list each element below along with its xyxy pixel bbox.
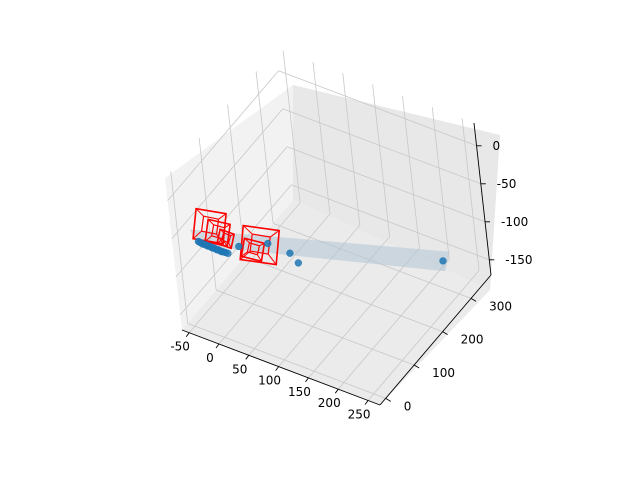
- camera-frustum-edge: [219, 228, 224, 234]
- grid-lines: [167, 50, 490, 401]
- scatter-point: [235, 242, 243, 251]
- grid-line-x-wall: [402, 95, 420, 248]
- grid-line-y-floor: [244, 256, 443, 333]
- x-tick-label: 250: [348, 407, 371, 421]
- grid-line-y-floor: [216, 289, 415, 366]
- grid-line-x-floor: [188, 202, 301, 333]
- grid-line-z-left: [179, 184, 292, 316]
- y-tick-label: 300: [489, 299, 512, 313]
- y-axis-line: [379, 274, 492, 406]
- x-tick-mark: [275, 366, 279, 371]
- camera-frustum-edge: [216, 239, 222, 244]
- camera-frustum-edge: [204, 235, 212, 242]
- grid-line-x-wall: [431, 107, 450, 260]
- camera-frustum-edge: [218, 213, 227, 220]
- grid-line-x-wall: [312, 61, 331, 215]
- grid-line-z-back: [291, 184, 490, 261]
- y-tick-mark: [385, 397, 391, 402]
- camera-frustums: [192, 207, 281, 266]
- camera-frustum-edge: [256, 254, 262, 262]
- grid-line-x-floor: [218, 213, 331, 345]
- z-axis-line: [473, 122, 492, 276]
- y-tick-mark: [470, 297, 477, 302]
- camera-frustum-edge: [228, 242, 232, 249]
- y-tick-label: 100: [432, 366, 455, 380]
- grid-line-x-wall: [282, 50, 301, 203]
- y-tick-mark: [413, 364, 420, 369]
- axis-lines: [181, 122, 495, 406]
- x-tick-mark: [215, 343, 220, 349]
- x-tick-label: 200: [318, 396, 341, 410]
- x-tick-mark: [334, 388, 339, 394]
- grid-line-x-wall: [342, 73, 361, 226]
- grid-line-z-left: [175, 146, 288, 278]
- grid-line-y-floor: [187, 322, 386, 399]
- scatter-point: [224, 249, 232, 257]
- z-tick-label: 0: [493, 139, 501, 153]
- side-wall-panel: [293, 85, 500, 290]
- grid-line-y-wall: [198, 137, 217, 291]
- grid-line-y-wall: [227, 104, 246, 257]
- scatter-point: [264, 239, 272, 248]
- x-tick-label: 0: [206, 351, 214, 365]
- z-tick-label: -100: [501, 215, 528, 229]
- x-tick-label: -50: [170, 340, 190, 354]
- camera-frustum-edge: [216, 233, 224, 244]
- x-tick-mark: [245, 355, 250, 360]
- camera-frustum-edge: [207, 218, 214, 226]
- tick-labels: -50 0 50 100 150 200 250 0 100 200 300 0 -50 -100 -150: [170, 139, 532, 422]
- fitted-surface: [189, 229, 450, 272]
- grid-line-x-wall: [372, 84, 391, 237]
- grid-line-x-floor: [367, 270, 480, 401]
- x-tick-label: 50: [232, 362, 247, 376]
- grid-line-y-wall: [255, 71, 274, 224]
- grid-line-y-wall: [170, 171, 189, 324]
- x-tick-mark: [364, 400, 369, 405]
- camera-frustum-edge: [269, 230, 280, 238]
- scatter-points: [194, 237, 447, 267]
- camera-frustum-edge: [242, 225, 253, 235]
- camera-frustum-edge: [192, 230, 202, 240]
- camera-frustum-edge: [244, 237, 250, 244]
- x-tick-mark: [305, 377, 309, 383]
- surface-plane: [189, 229, 450, 272]
- camera-frustum-edge: [230, 233, 235, 237]
- grid-line-z-back: [278, 70, 477, 147]
- z-tick-label: -150: [505, 253, 532, 267]
- grid-line-z-left: [167, 70, 279, 202]
- grid-line-z-back: [286, 146, 486, 223]
- x-axis-line: [181, 329, 381, 406]
- z-tick-label: -50: [497, 177, 517, 191]
- scatter-point: [439, 257, 447, 265]
- back-panels: [165, 85, 500, 405]
- grid-line-x-wall: [461, 118, 480, 271]
- y-tick-label: 0: [404, 399, 412, 413]
- x-tick-label: 100: [258, 374, 281, 388]
- x-tick-mark: [185, 332, 190, 337]
- grid-line-x-floor: [337, 258, 450, 390]
- y-tick-mark: [442, 331, 448, 336]
- grid-line-x-floor: [308, 247, 420, 379]
- scatter-point: [294, 259, 302, 267]
- y-tick-label: 200: [461, 333, 484, 347]
- back-wall-panel: [165, 85, 293, 330]
- camera-frustum-edge: [241, 251, 248, 257]
- camera-frustum-edge: [267, 253, 277, 265]
- camera-frustum-edge: [224, 223, 231, 229]
- camera-frustum-edge: [195, 208, 204, 217]
- scatter-point: [286, 249, 294, 257]
- x-tick-label: 150: [288, 385, 311, 399]
- camera-frustum-edge: [259, 242, 265, 247]
- grid-line-z-back: [282, 108, 481, 185]
- grid-line-z-left: [171, 108, 284, 240]
